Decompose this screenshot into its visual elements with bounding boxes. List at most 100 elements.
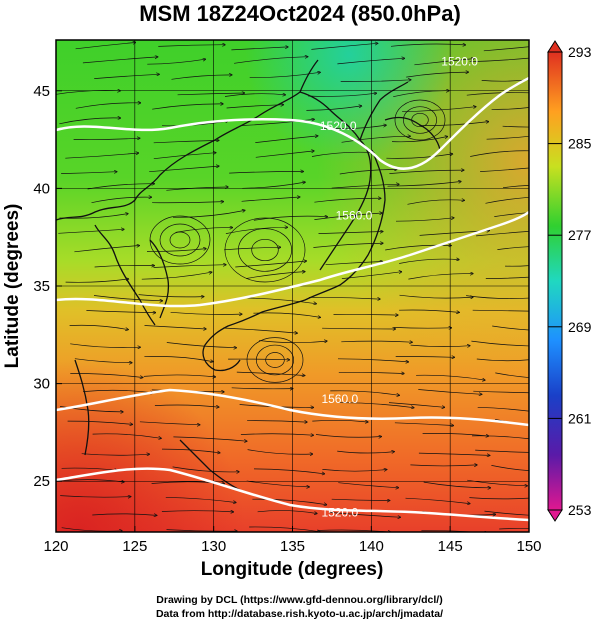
streamline bbox=[224, 94, 285, 97]
streamline bbox=[387, 182, 461, 187]
streamline bbox=[165, 496, 236, 502]
streamline-swirl bbox=[159, 223, 201, 257]
streamline bbox=[416, 374, 485, 380]
colorbar-max-triangle bbox=[547, 40, 563, 53]
streamline bbox=[480, 167, 529, 172]
colorbar-tick-label: 253 bbox=[568, 502, 592, 518]
streamline bbox=[497, 246, 529, 250]
streamline bbox=[318, 232, 383, 234]
streamline bbox=[325, 262, 383, 266]
streamline bbox=[388, 402, 445, 408]
streamline bbox=[74, 358, 132, 363]
streamline bbox=[170, 311, 242, 314]
streamline-swirl bbox=[255, 344, 295, 376]
streamline bbox=[408, 274, 473, 280]
streamline-swirl bbox=[394, 99, 446, 141]
streamline bbox=[341, 272, 402, 279]
streamline bbox=[240, 434, 313, 435]
wind-streamlines bbox=[56, 43, 529, 532]
contour-line bbox=[56, 388, 529, 427]
streamline bbox=[308, 296, 380, 299]
streamline bbox=[81, 454, 150, 456]
streamline bbox=[91, 197, 152, 204]
y-tick-label: 40 bbox=[33, 180, 50, 197]
streamline bbox=[402, 107, 476, 113]
streamline bbox=[177, 93, 245, 96]
streamline bbox=[166, 187, 228, 191]
streamline bbox=[315, 434, 381, 438]
streamline bbox=[231, 388, 293, 389]
streamline bbox=[144, 356, 212, 361]
streamline bbox=[152, 104, 223, 110]
streamline bbox=[312, 420, 368, 422]
streamline bbox=[149, 166, 219, 173]
streamline bbox=[143, 374, 216, 377]
height-contours bbox=[56, 76, 529, 522]
streamline bbox=[154, 404, 219, 407]
colorbar-tick-label: 293 bbox=[568, 44, 592, 60]
credit-drawing: Drawing by DCL (https://www.gfd-dennou.o… bbox=[156, 594, 443, 606]
streamline bbox=[152, 202, 223, 203]
streamline bbox=[141, 272, 212, 280]
streamline bbox=[386, 154, 452, 159]
streamline bbox=[485, 276, 529, 279]
streamline bbox=[229, 171, 303, 174]
streamline bbox=[333, 314, 398, 315]
y-axis-ticks: 25 30 35 40 45 bbox=[33, 83, 62, 490]
streamline bbox=[322, 469, 386, 471]
colorbar: 293 285 277 269 261 253 bbox=[547, 40, 592, 522]
streamline bbox=[86, 310, 155, 313]
streamline bbox=[483, 46, 529, 52]
streamline bbox=[476, 358, 529, 362]
streamline bbox=[59, 406, 123, 412]
streamline-swirl bbox=[265, 352, 285, 368]
streamline bbox=[241, 197, 300, 202]
colorbar-min-triangle bbox=[547, 509, 563, 522]
streamline bbox=[470, 150, 529, 157]
streamline bbox=[471, 340, 529, 347]
contour-line bbox=[56, 76, 529, 170]
streamline bbox=[306, 106, 361, 111]
streamline bbox=[486, 135, 529, 140]
streamline bbox=[476, 231, 529, 237]
streamline bbox=[484, 510, 529, 516]
x-tick-label: 130 bbox=[201, 538, 226, 555]
x-axis-ticks: 120 125 130 135 140 145 150 bbox=[43, 526, 542, 555]
streamline bbox=[314, 213, 382, 220]
streamline bbox=[138, 294, 204, 297]
streamline bbox=[65, 153, 138, 159]
streamline bbox=[339, 169, 397, 175]
streamline-swirl bbox=[224, 217, 306, 283]
streamline bbox=[423, 481, 491, 488]
temperature-field bbox=[56, 40, 529, 532]
streamline bbox=[473, 390, 529, 394]
streamline bbox=[394, 422, 454, 426]
streamline bbox=[147, 59, 205, 65]
streamline bbox=[246, 480, 309, 487]
streamline bbox=[390, 44, 465, 46]
streamline bbox=[153, 153, 216, 160]
streamline bbox=[385, 245, 451, 251]
streamline bbox=[58, 229, 124, 234]
streamline bbox=[337, 358, 408, 362]
streamline bbox=[322, 328, 395, 329]
x-tick-label: 125 bbox=[122, 538, 147, 555]
colorbar-tick-label: 261 bbox=[568, 410, 592, 426]
streamline bbox=[60, 496, 130, 498]
streamline bbox=[139, 421, 200, 425]
streamline bbox=[422, 433, 489, 436]
streamline bbox=[410, 465, 477, 466]
streamline bbox=[153, 265, 226, 268]
streamline bbox=[399, 259, 459, 264]
x-tick-label: 135 bbox=[280, 538, 305, 555]
streamline bbox=[246, 272, 305, 279]
streamline bbox=[494, 212, 529, 217]
streamline bbox=[94, 74, 159, 79]
streamline bbox=[419, 122, 488, 126]
colorbar-ticks: 293 285 277 269 261 253 bbox=[548, 44, 592, 518]
streamline bbox=[308, 93, 376, 97]
streamline bbox=[247, 449, 313, 455]
streamline bbox=[337, 58, 404, 65]
streamline bbox=[236, 371, 305, 375]
streamline bbox=[75, 43, 136, 50]
